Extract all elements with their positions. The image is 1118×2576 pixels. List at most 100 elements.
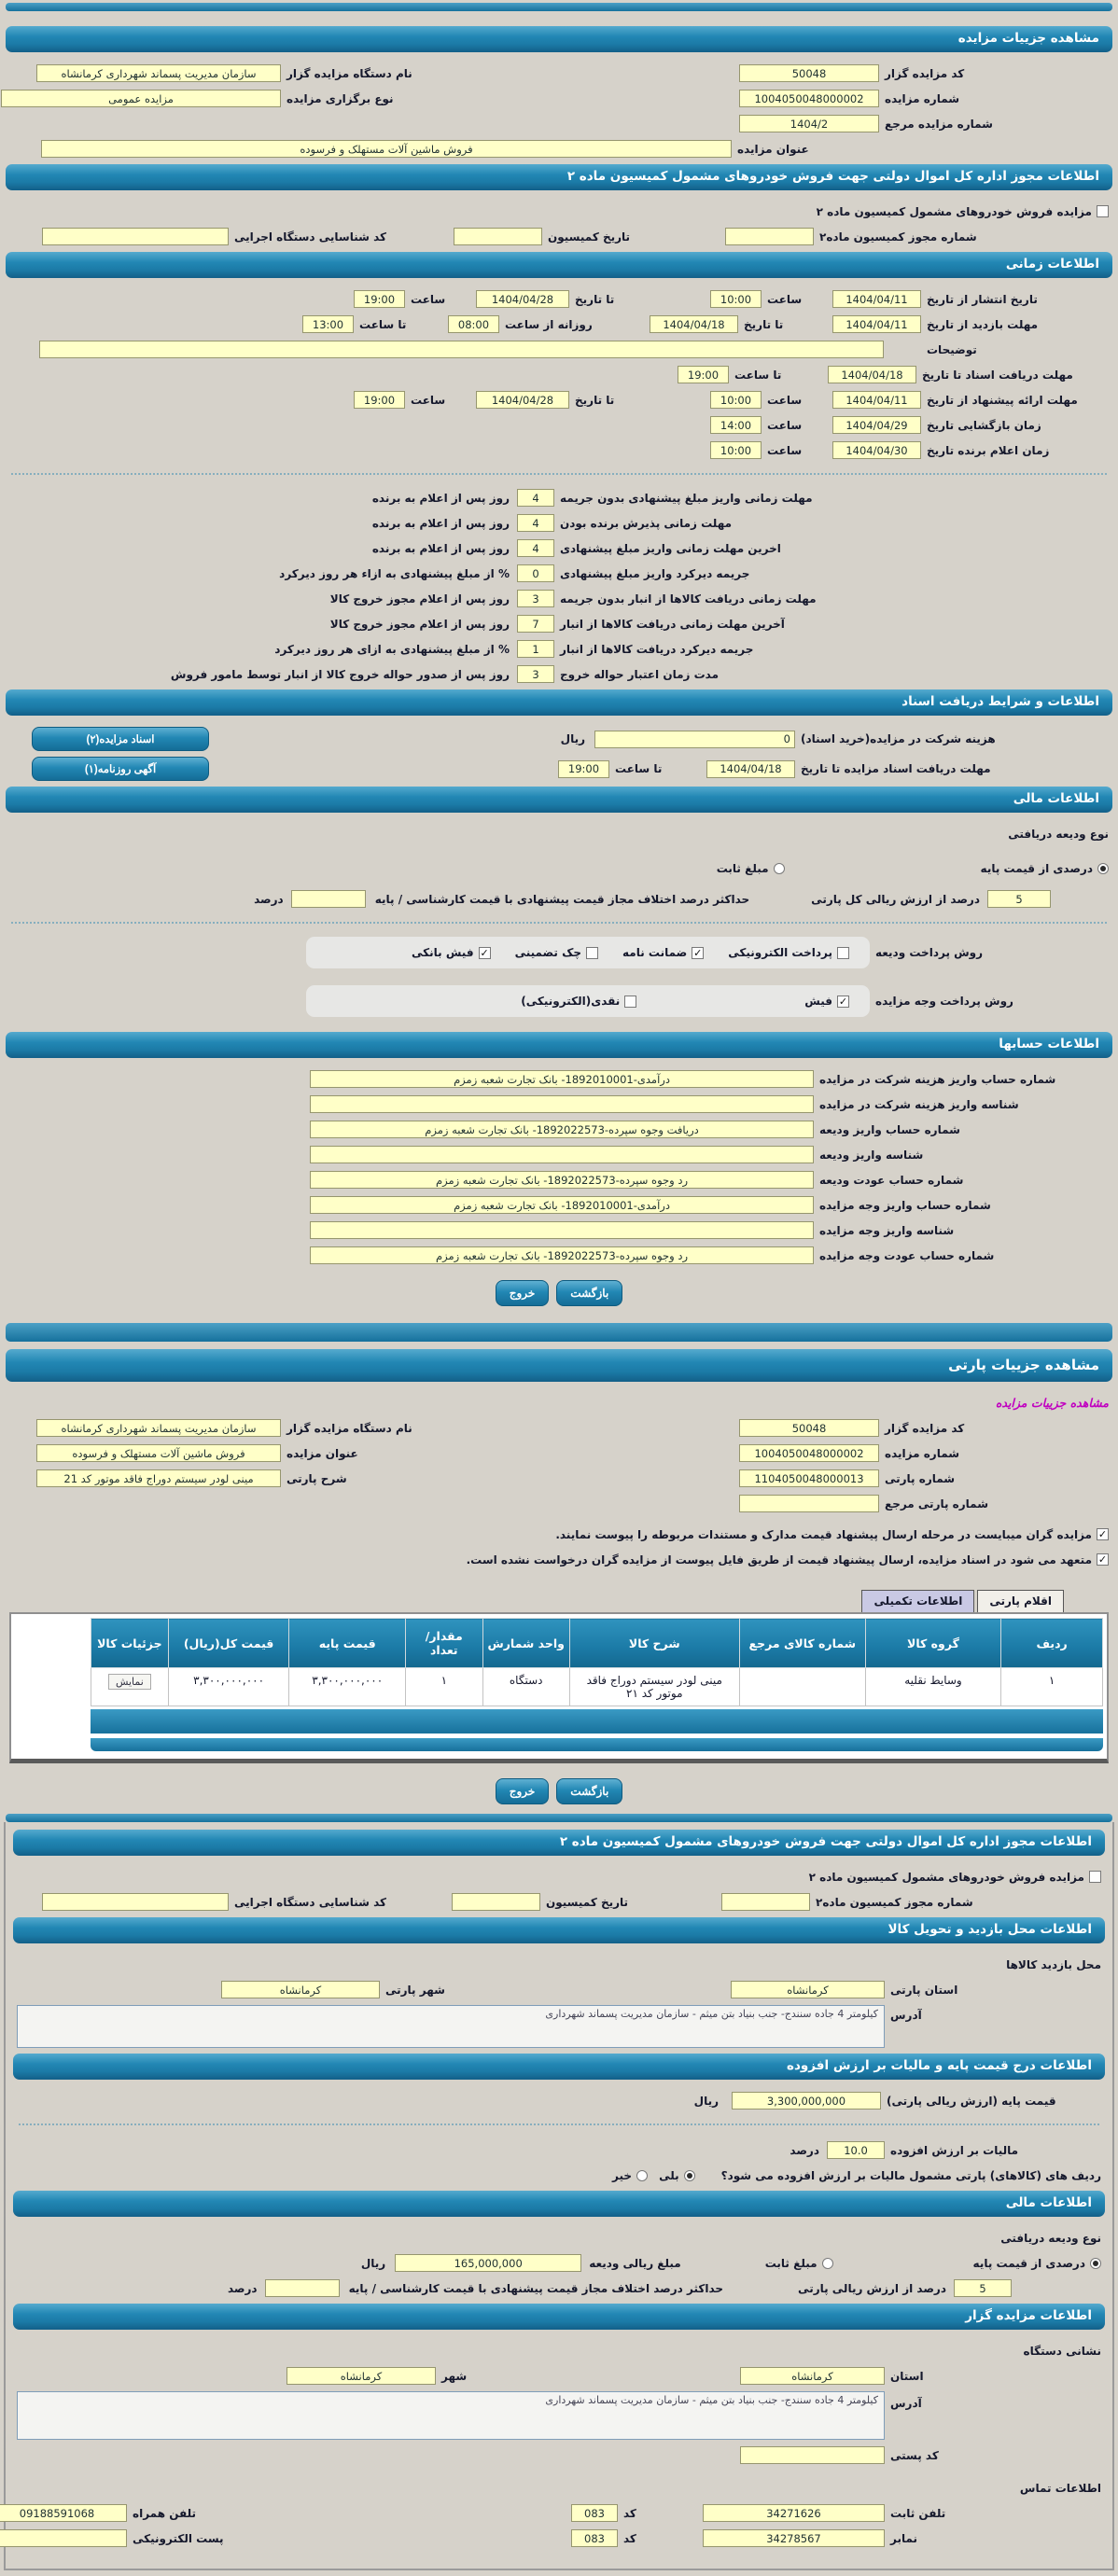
permit2-date-input[interactable] xyxy=(452,1893,540,1911)
account-input[interactable] xyxy=(310,1095,814,1113)
checkbox-secured-cheque[interactable] xyxy=(586,946,599,959)
offer-to-time-input[interactable]: 19:00 xyxy=(354,391,405,409)
penalty-input[interactable]: 7 xyxy=(517,615,554,633)
exit-button[interactable]: خروج xyxy=(495,1280,550,1306)
penalty-input[interactable]: 4 xyxy=(517,539,554,557)
permit2-no-input[interactable] xyxy=(721,1893,810,1911)
maxdiff-input[interactable] xyxy=(290,890,366,908)
org-address-textarea[interactable]: کیلومتر 4 جاده سنندج- جنب بنیاد بتن میثم… xyxy=(17,2391,885,2440)
penalty-input[interactable]: 0 xyxy=(517,564,554,582)
publish-from-date-input[interactable]: 1404/04/11 xyxy=(832,290,921,308)
organizer-name-input[interactable]: سازمان مدیریت پسماند شهرداری کرمانشاه xyxy=(36,64,281,82)
checkbox-no-file-request[interactable] xyxy=(1097,1553,1109,1566)
visit-from-time-input[interactable]: 08:00 xyxy=(448,315,499,333)
fax-code-input[interactable]: 083 xyxy=(571,2529,618,2547)
mobile-input[interactable]: 09188591068 xyxy=(0,2504,127,2522)
auction-number-input[interactable]: 1004050048000002 xyxy=(739,90,879,107)
party-organizer-input[interactable]: سازمان مدیریت پسماند شهرداری کرمانشاه xyxy=(36,1419,281,1437)
exit-button[interactable]: خروج xyxy=(495,1778,550,1804)
commission-date-input[interactable] xyxy=(454,228,542,245)
maxdiff2-input[interactable] xyxy=(264,2279,340,2297)
penalty-input[interactable]: 3 xyxy=(517,665,554,683)
auction-code-input[interactable]: 50048 xyxy=(739,64,879,82)
account-input[interactable]: درآمدی-1892010001- بانک تجارت شعبه زمزم xyxy=(310,1070,814,1088)
offer-from-time-input[interactable]: 10:00 xyxy=(710,391,762,409)
checkbox-cash-electronic[interactable] xyxy=(624,995,637,1008)
view-auction-details-link[interactable]: مشاهده جزییات مزایده xyxy=(995,1396,1109,1410)
vat-input[interactable]: 10.0 xyxy=(827,2141,885,2159)
party-address-textarea[interactable]: کیلومتر 4 جاده سنندج- جنب بنیاد بتن میثم… xyxy=(17,2005,885,2048)
tab-additional-info[interactable]: اطلاعات تکمیلی xyxy=(861,1590,975,1612)
winner-time-input[interactable]: 10:00 xyxy=(710,441,762,459)
exec-code-input[interactable] xyxy=(42,228,229,245)
account-input[interactable]: رد وجوه سپرده-1892022573- بانک تجارت شعب… xyxy=(310,1171,814,1189)
docs-deadline-date-input[interactable]: 1404/04/18 xyxy=(828,366,916,383)
visit-to-time-input[interactable]: 13:00 xyxy=(302,315,354,333)
org-city-input[interactable]: کرمانشاه xyxy=(286,2367,436,2385)
permit-no-input[interactable] xyxy=(725,228,814,245)
checkbox-slip[interactable] xyxy=(837,995,849,1008)
phone-input[interactable]: 34271626 xyxy=(703,2504,885,2522)
opening-time-input[interactable]: 14:00 xyxy=(710,416,762,434)
auction-ref-input[interactable]: 1404/2 xyxy=(739,115,879,132)
radio-percent-of-base[interactable] xyxy=(1097,862,1109,874)
checkbox-guarantee-letter[interactable] xyxy=(692,946,705,959)
penalty-input[interactable]: 1 xyxy=(517,640,554,658)
fee-input[interactable]: 0 xyxy=(594,730,795,748)
postal-code-input[interactable] xyxy=(740,2446,885,2464)
description-input[interactable] xyxy=(39,341,884,358)
party-desc-input[interactable]: مینی لودر سیستم دوراج فاقد موتور کد 21 xyxy=(36,1469,281,1487)
party-auction-code-input[interactable]: 50048 xyxy=(739,1419,879,1437)
radio2-fixed-amount[interactable] xyxy=(821,2257,833,2269)
base-price-input[interactable]: 3,300,000,000 xyxy=(732,2092,881,2110)
org-province-input[interactable]: کرمانشاه xyxy=(740,2367,885,2385)
party-number-input[interactable]: 1104050048000013 xyxy=(739,1469,879,1487)
auction-title-input[interactable]: فروش ماشین آلات مستهلک و فرسوده xyxy=(41,140,732,158)
penalty-input[interactable]: 4 xyxy=(517,514,554,532)
party-auction-number-input[interactable]: 1004050048000002 xyxy=(739,1444,879,1462)
back-button[interactable]: بازگشت xyxy=(556,1280,623,1306)
party-ref-input[interactable] xyxy=(739,1495,879,1512)
publish-to-time-input[interactable]: 19:00 xyxy=(354,290,405,308)
auction-type-input[interactable]: مزایده عمومی xyxy=(1,90,281,107)
publish-to-date-input[interactable]: 1404/04/28 xyxy=(476,290,569,308)
auction-docs-button[interactable]: اسناد مزایده(۲) xyxy=(32,727,209,751)
penalty-input[interactable]: 4 xyxy=(517,489,554,507)
docs-deadline2-time-input[interactable]: 19:00 xyxy=(558,759,609,778)
account-input[interactable]: دریافت وجوه سپرده-1892022573- بانک تجارت… xyxy=(310,1121,814,1138)
checkbox-electronic-payment[interactable] xyxy=(837,946,849,959)
account-input[interactable]: رد وجوه سپرده-1892022573- بانک تجارت شعب… xyxy=(310,1246,814,1264)
publish-from-time-input[interactable]: 10:00 xyxy=(710,290,762,308)
permit-checkbox[interactable] xyxy=(1097,205,1109,217)
account-input[interactable] xyxy=(310,1146,814,1163)
opening-date-input[interactable]: 1404/04/29 xyxy=(832,416,921,434)
visit-to-date-input[interactable]: 1404/04/18 xyxy=(650,315,738,333)
docs-deadline-time-input[interactable]: 19:00 xyxy=(678,366,729,383)
account-input[interactable]: درآمدی-1892010001- بانک تجارت شعبه زمزم xyxy=(310,1196,814,1214)
offer-from-date-input[interactable]: 1404/04/11 xyxy=(832,391,921,409)
radio-fixed-amount[interactable] xyxy=(773,862,785,874)
party-city-input[interactable]: کرمانشاه xyxy=(221,1981,380,1998)
phone-code-input[interactable]: 083 xyxy=(571,2504,618,2522)
deposit2-percent-input[interactable]: 5 xyxy=(954,2279,1012,2297)
show-item-details-button[interactable]: نمایش xyxy=(107,1674,151,1690)
party-province-input[interactable]: کرمانشاه xyxy=(731,1981,885,1998)
docs-deadline2-date-input[interactable]: 1404/04/18 xyxy=(706,759,795,778)
radio-vat-no[interactable] xyxy=(636,2169,649,2181)
radio-vat-yes[interactable] xyxy=(683,2169,695,2181)
offer-to-date-input[interactable]: 1404/04/28 xyxy=(476,391,569,409)
account-input[interactable] xyxy=(310,1221,814,1239)
permit2-checkbox[interactable] xyxy=(1089,1871,1101,1883)
penalty-input[interactable]: 3 xyxy=(517,590,554,607)
checkbox-bank-slip[interactable] xyxy=(478,946,491,959)
newspaper-ad-button[interactable]: آگهی روزنامه(۱) xyxy=(32,757,209,781)
email-input[interactable] xyxy=(0,2529,127,2547)
deposit-percent-input[interactable]: 5 xyxy=(987,890,1051,908)
back-button[interactable]: بازگشت xyxy=(556,1778,623,1804)
checkbox-attach-documents[interactable] xyxy=(1097,1528,1109,1540)
fax-input[interactable]: 34278567 xyxy=(703,2529,885,2547)
visit-from-date-input[interactable]: 1404/04/11 xyxy=(832,315,921,333)
winner-date-input[interactable]: 1404/04/30 xyxy=(832,441,921,459)
party-auction-title-input[interactable]: فروش ماشین آلات مستهلک و فرسوده xyxy=(36,1444,281,1462)
deposit-amount-input[interactable]: 165,000,000 xyxy=(395,2254,582,2272)
